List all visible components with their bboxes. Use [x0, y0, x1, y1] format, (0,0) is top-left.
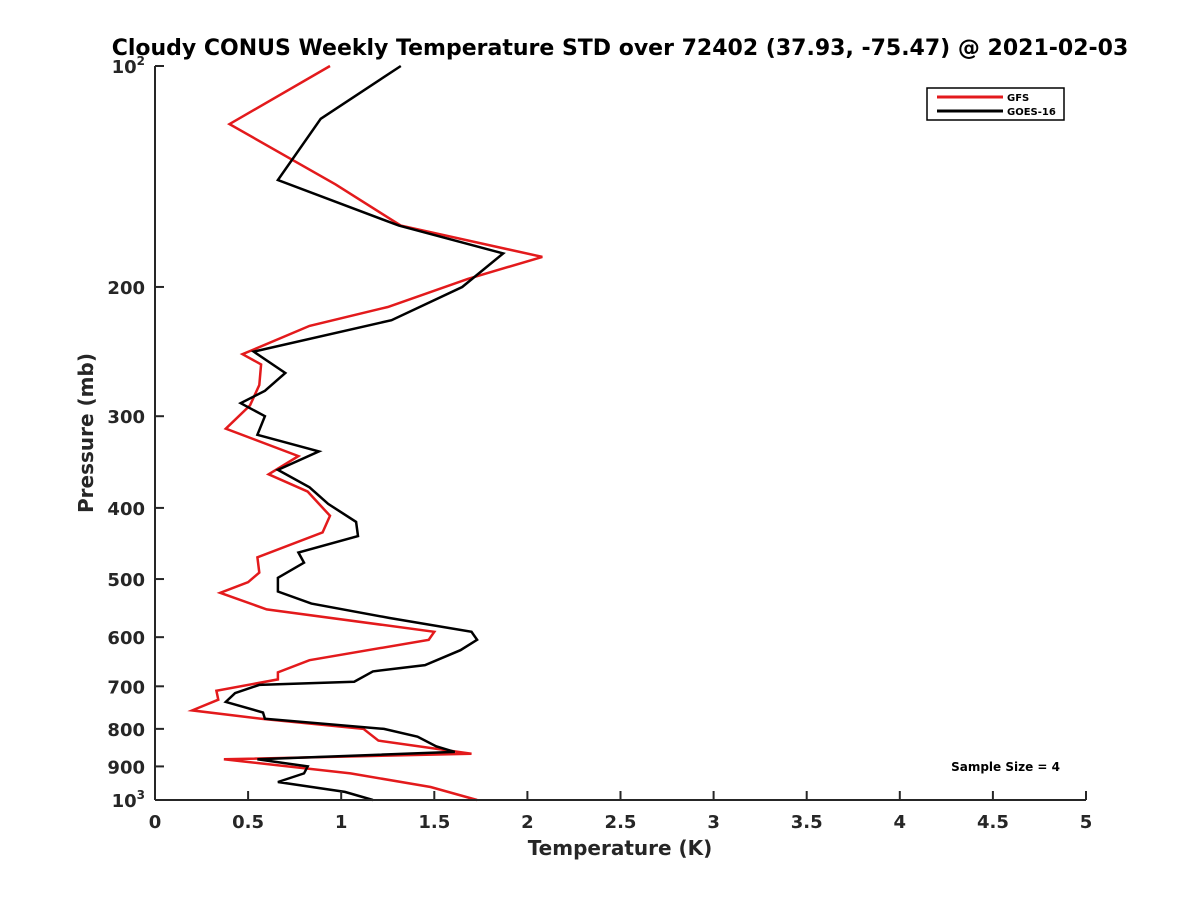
x-tick-label: 4: [894, 812, 907, 833]
y-tick-label: 700: [107, 677, 145, 698]
y-tick-label: 103: [112, 788, 145, 812]
y-tick-label: 800: [107, 720, 145, 741]
legend: GFS GOES-16: [926, 87, 1065, 121]
y-axis-label: Pressure (mb): [74, 353, 98, 513]
x-tick-label: 5: [1080, 812, 1093, 833]
y-tick-label: 400: [107, 499, 145, 520]
y-tick-label: 300: [107, 407, 145, 428]
series-layer: [187, 64, 543, 802]
y-tick-label: 600: [107, 628, 145, 649]
legend-label-goes16: GOES-16: [1007, 107, 1056, 118]
legend-box: [926, 87, 1065, 121]
x-tick-label: 4.5: [977, 812, 1009, 833]
x-tick-label: 0.5: [232, 812, 264, 833]
y-tick-label: 900: [107, 757, 145, 778]
x-tick-label: 1.5: [418, 812, 450, 833]
x-tick-label: 2.5: [605, 812, 637, 833]
x-tick-label: 3.5: [791, 812, 823, 833]
y-tick-label: 200: [107, 278, 145, 299]
y-tick-label: 500: [107, 570, 145, 591]
sample-size-annotation: Sample Size = 4: [951, 760, 1060, 774]
x-tick-label: 2: [521, 812, 534, 833]
x-tick-label: 1: [335, 812, 348, 833]
y-ticks: 102 200 300 400 500 600 700 800 900 103: [107, 54, 164, 812]
y-tick-label: 102: [112, 54, 145, 78]
x-ticks: 0 0.5 1 1.5 2 2.5 3 3.5 4 4.5 5: [149, 791, 1093, 833]
series-line-gfs: [187, 64, 543, 802]
chart-title: Cloudy CONUS Weekly Temperature STD over…: [112, 36, 1129, 61]
legend-label-gfs: GFS: [1007, 93, 1029, 104]
x-tick-label: 3: [707, 812, 720, 833]
series-line-goes16: [223, 64, 506, 802]
x-tick-label: 0: [149, 812, 162, 833]
x-axis-label: Temperature (K): [528, 836, 713, 860]
